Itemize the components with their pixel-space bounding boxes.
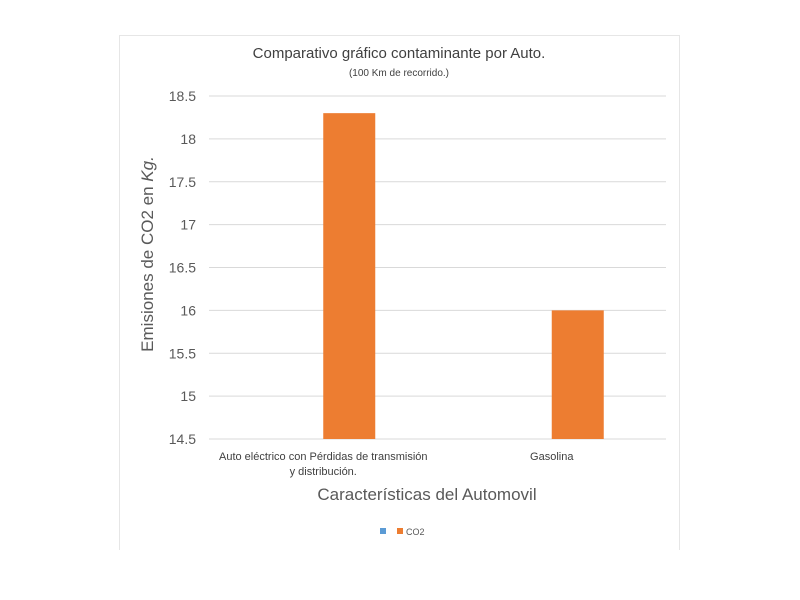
bar-co2 bbox=[551, 310, 604, 439]
chart-area-border bbox=[119, 35, 680, 550]
y-axis-title-text: Emisiones de CO2 en bbox=[138, 182, 157, 352]
y-tick-label: 16.5 bbox=[169, 260, 196, 276]
x-axis-title: Características del Automovil bbox=[317, 485, 536, 504]
legend-swatch bbox=[397, 528, 403, 534]
x-category-label-line: Gasolina bbox=[530, 451, 574, 463]
x-category-label-line: Auto eléctrico con Pérdidas de transmisi… bbox=[219, 451, 428, 463]
gridlines bbox=[209, 95, 666, 440]
bar-co2 bbox=[323, 113, 376, 440]
y-axis-title: Emisiones de CO2 en Kg. bbox=[138, 156, 157, 352]
y-tick-label: 17 bbox=[180, 217, 196, 233]
chart-subtitle: (100 Km de recorrido.) bbox=[349, 68, 449, 79]
legend-swatch bbox=[380, 528, 386, 534]
bars bbox=[323, 113, 604, 440]
y-tick-label: 18 bbox=[180, 131, 196, 147]
y-tick-label: 15.5 bbox=[169, 345, 196, 361]
x-category-label: Gasolina bbox=[530, 451, 574, 463]
x-category-label-line: y distribución. bbox=[290, 466, 357, 478]
y-tick-label: 17.5 bbox=[169, 174, 196, 190]
y-tick-label: 15 bbox=[180, 388, 196, 404]
y-axis-ticks: 14.5 15 15.5 16 16.5 17 17.5 18 18.5 bbox=[169, 88, 196, 447]
y-tick-label: 18.5 bbox=[169, 88, 196, 104]
chart-title: Comparativo gráfico contaminante por Aut… bbox=[253, 45, 546, 62]
y-tick-label: 14.5 bbox=[169, 431, 196, 447]
x-axis-categories: Auto eléctrico con Pérdidas de transmisi… bbox=[219, 451, 574, 478]
y-axis-title-unit: Kg. bbox=[138, 156, 157, 182]
x-category-label: Auto eléctrico con Pérdidas de transmisi… bbox=[219, 451, 428, 478]
legend-label: CO2 bbox=[406, 527, 425, 537]
legend: CO2 bbox=[380, 527, 425, 537]
y-tick-label: 16 bbox=[180, 302, 196, 318]
